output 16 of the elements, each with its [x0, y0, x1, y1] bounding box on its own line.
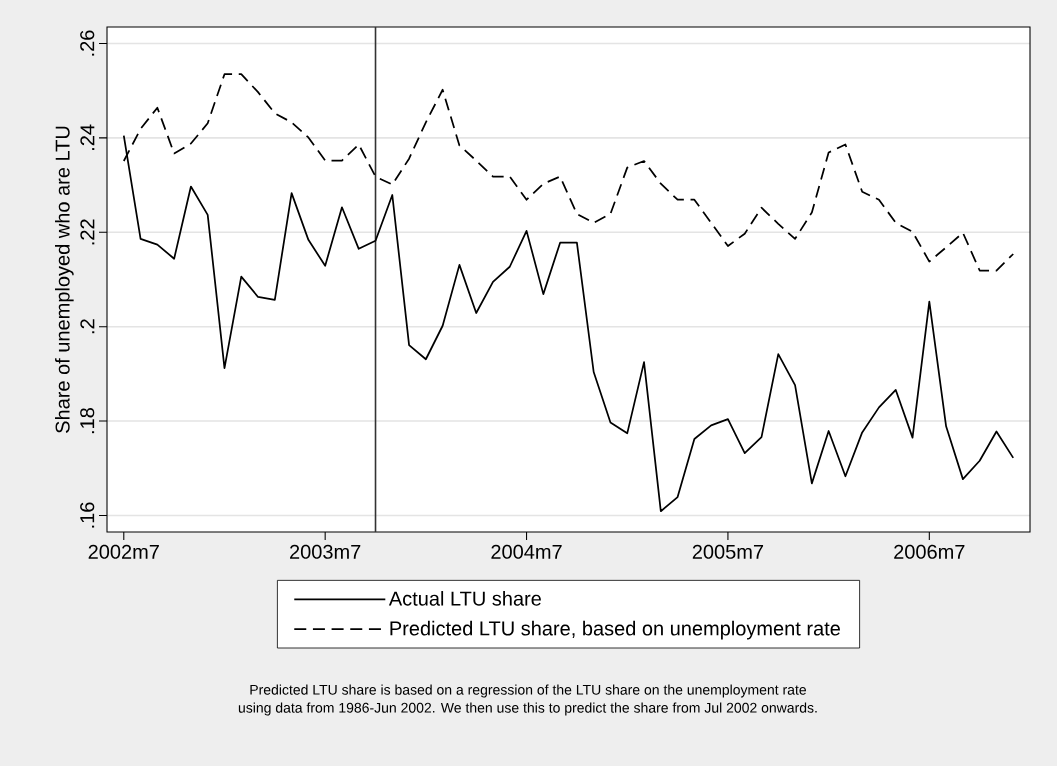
- text: using data from 1986-Jun 2002. We then use this to predict the share from Jul 2002 onwards.: [238, 702, 817, 716]
- x-tick-label: 2005m7: [692, 544, 764, 559]
- x-tick-label: 2003m7: [290, 544, 361, 559]
- y-tick-label: .22: [80, 219, 95, 245]
- x-tick-label: 2002m7: [88, 544, 159, 559]
- legend-label: Predicted LTU share, based on unemployment rate: [390, 620, 840, 640]
- y-tick-label: .26: [80, 30, 95, 56]
- y-tick-label: .2: [80, 319, 95, 334]
- legend-label: Actual LTU share: [388, 591, 541, 606]
- text: Predicted LTU share is based on a regression of the LTU share on the unemployment rate: [250, 684, 807, 698]
- x-tick-label: 2006m7: [894, 544, 965, 559]
- y-tick-label: .18: [80, 408, 95, 434]
- x-tick-label: 2004m7: [491, 544, 562, 559]
- y-tick-label: .24: [80, 124, 95, 150]
- y-axis-title: Share of unemployed who are LTU: [55, 126, 74, 433]
- y-tick-label: .16: [80, 502, 95, 528]
